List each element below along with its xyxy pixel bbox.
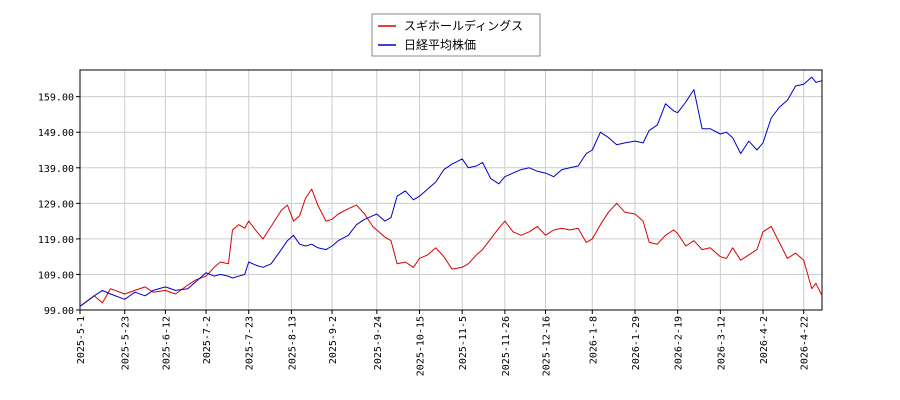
grid xyxy=(79,70,822,311)
series-line-sugi xyxy=(79,188,823,307)
y-tick-label: 119.00 xyxy=(38,235,74,246)
x-tick-label: 2025-12-16 xyxy=(542,316,553,376)
x-tick-label: 2025-10-15 xyxy=(415,316,426,376)
legend-label-nikkei: 日経平均株価 xyxy=(404,37,476,52)
x-tick-label: 2025-5-23 xyxy=(121,316,132,370)
y-tick-label: 129.00 xyxy=(38,199,74,210)
x-tick-label: 2025-6-12 xyxy=(161,316,172,370)
y-tick-label: 149.00 xyxy=(38,128,74,139)
x-tick-label: 2025-9-2 xyxy=(328,316,339,364)
x-tick-label: 2025-7-2 xyxy=(202,316,213,364)
x-tick-label: 2026-1-29 xyxy=(631,316,642,370)
y-tick-label: 159.00 xyxy=(38,93,74,104)
legend-label-sugi: スギホールディングス xyxy=(404,18,523,33)
y-tick-label: 139.00 xyxy=(38,164,74,175)
x-tick-label: 2025-11-5 xyxy=(458,316,469,370)
plot-frame xyxy=(79,69,823,311)
legend-box xyxy=(371,13,541,57)
x-tick-label: 2025-11-26 xyxy=(501,316,512,376)
series-line-nikkei xyxy=(79,76,823,307)
x-tick-label: 2025-7-23 xyxy=(245,316,256,370)
y-tick-label: 109.00 xyxy=(38,270,74,281)
x-tick-label: 2026-3-12 xyxy=(716,316,727,370)
x-tick-label: 2025-5-1 xyxy=(76,316,87,364)
y-axis-ticks: 99.00 109.00 119.00 129.00 139.00 149.00 159.0… xyxy=(38,93,80,317)
x-tick-label: 2025-9-24 xyxy=(373,316,384,370)
x-tick-label: 2025-8-13 xyxy=(287,316,298,370)
x-tick-label: 2026-2-19 xyxy=(674,316,685,370)
x-tick-label: 2026-4-2 xyxy=(759,316,770,364)
y-tick-label: 99.00 xyxy=(44,306,74,317)
series-layer xyxy=(79,76,823,307)
x-tick-label: 2026-1-8 xyxy=(588,316,599,364)
x-axis-ticks: 2025-5-1 2025-5-23 2025-6-12 2025-7-2 2025-7… xyxy=(76,310,811,376)
legend: スギホールディングス 日経平均株価 xyxy=(371,13,541,57)
x-tick-label: 2026-4-22 xyxy=(800,316,811,370)
